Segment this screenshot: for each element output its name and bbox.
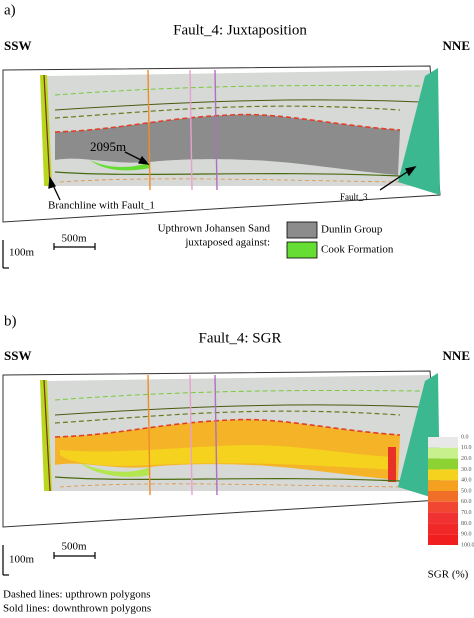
colorbar-tick-label: 20.0 — [461, 456, 472, 462]
downthrown-line — [54, 476, 401, 482]
direction-left: SSW — [4, 348, 31, 363]
legend-title: juxtaposed against: — [184, 237, 270, 249]
cook-area — [90, 160, 150, 171]
upthrown-line — [54, 410, 401, 424]
colorbar-step — [428, 534, 458, 545]
well-line — [214, 374, 218, 496]
colorbar-tick-label: 80.0 — [461, 521, 472, 527]
colorbar-tick-label: 40.0 — [461, 478, 472, 484]
well-line — [189, 374, 193, 496]
colorbar-tick-label: 0.0 — [461, 434, 469, 440]
colorbar-tick-label: 90.0 — [461, 532, 472, 538]
note: Sold lines: downthrown polygons — [3, 603, 151, 615]
colorbar-step — [428, 469, 458, 481]
scale-bars — [2, 240, 96, 269]
scale-label: 500m — [61, 233, 87, 245]
scale-bars — [2, 545, 96, 576]
upthrown-line — [54, 389, 421, 401]
colorbar-tick-label: 10.0 — [461, 445, 472, 451]
legend-swatch — [286, 241, 318, 259]
colorbar-tick-label: 30.0 — [461, 467, 472, 473]
colorbar-tick-label: 100.0 — [461, 542, 474, 548]
downthrown-line — [54, 404, 421, 416]
colorbar-step — [428, 437, 458, 448]
sgr-area-green — [80, 463, 150, 477]
legend-label: Cook Formation — [321, 244, 394, 256]
panel-title: Fault_4: Juxtaposition — [173, 22, 307, 38]
branchline — [43, 379, 51, 492]
upthrown-line — [54, 84, 421, 96]
fault-wall-right — [398, 68, 440, 195]
sgr-area-red — [388, 447, 396, 482]
colorbar-tick-label: 50.0 — [461, 488, 472, 494]
downthrown-line — [54, 171, 401, 177]
well-line — [189, 69, 193, 191]
colorbar-step — [428, 523, 458, 535]
colorbar-step — [428, 491, 458, 502]
downthrown-line — [54, 99, 421, 111]
panel-title: Fault_4: SGR — [199, 330, 282, 346]
well-line — [214, 69, 218, 191]
colorbar-step — [428, 447, 458, 459]
legend-swatch — [286, 221, 318, 239]
colorbar-step — [428, 458, 458, 470]
annotation: Fault_3 — [340, 192, 368, 202]
note: Dashed lines: upthrown polygons — [3, 589, 151, 601]
colorbar-tick-label: 60.0 — [461, 499, 472, 505]
colorbar: 0.0 10.0 20.0 30.0 40.0 50.0 60.0 70.0 80.0 90.0 1… — [428, 434, 474, 548]
well-line — [147, 374, 151, 496]
well-line — [147, 69, 151, 191]
sgr-area-low — [60, 445, 396, 470]
downthrown-line — [59, 483, 401, 488]
colorbar-step — [428, 512, 458, 524]
panel-label: a) — [4, 2, 16, 18]
scale-label: 100m — [9, 247, 35, 259]
panel-label: b) — [4, 313, 17, 329]
direction-left: SSW — [4, 38, 31, 53]
direction-right: NNE — [443, 38, 470, 53]
legend-label: Dunlin Group — [321, 224, 383, 236]
colorbar-step — [428, 501, 458, 513]
colorbar-tick-label: 70.0 — [461, 510, 472, 516]
downthrown-line — [59, 178, 401, 183]
scale-label: 100m — [9, 554, 35, 566]
upthrown-line — [54, 105, 401, 119]
scale-label: 500m — [61, 541, 87, 553]
branchline — [43, 74, 51, 187]
arrows — [48, 151, 417, 201]
annotation: Branchline with Fault_1 — [48, 200, 155, 212]
annotation: 2095m — [90, 139, 126, 154]
colorbar-label: SGR (%) — [428, 569, 469, 581]
direction-right: NNE — [443, 348, 470, 363]
colorbar-step — [428, 480, 458, 491]
panel-b — [2, 370, 441, 528]
legend-title: Upthrown Johansen Sand — [158, 223, 271, 235]
